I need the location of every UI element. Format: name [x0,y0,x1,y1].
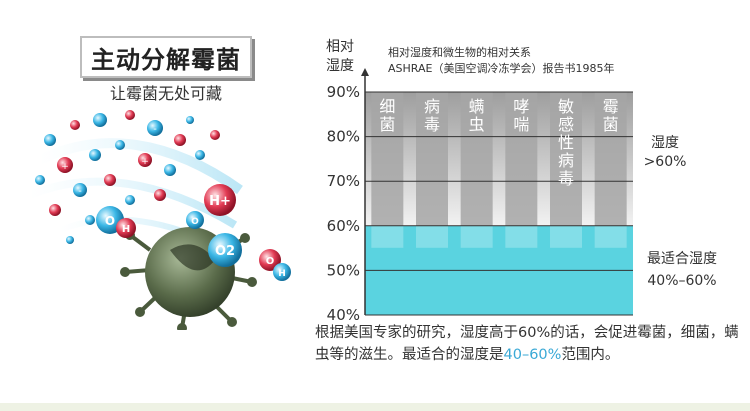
caption-highlight: 40–60% [503,347,562,363]
mold-decomposition-illustration: + + - - H+ O H [28,110,291,330]
y-axis-label: 相对 [326,39,354,55]
molecule-hydroxyl-small: O [186,211,204,229]
annotation-optimal-humidity: 最适合湿度 [647,251,717,267]
particles: + + - - [35,110,220,244]
chart-svg: 细菌病毒螨虫哮喘敏感性病毒霉菌90%80%70%60%50%40%相对湿度相对湿… [326,39,717,324]
bar-label-2: 虫 [469,115,485,134]
bar-fade-3 [505,225,538,248]
annotation-high-humidity: 湿度 [651,135,679,151]
annotation-high-humidity-value: >60% [644,154,687,170]
bar-label-1: 毒 [424,115,440,134]
caption-text: 根据美国专家的研究，湿度高于60%的话，会促进霉菌，细菌，螨虫等的滋生。最适合的… [315,325,739,363]
y-tick-label: 50% [327,261,360,279]
chart-title: 相对湿度和微生物的相对关系 [388,45,531,59]
bar-fade-4 [550,225,582,248]
bar-label-4: 病 [558,151,574,170]
footer-strip [0,403,750,411]
svg-text:H: H [278,269,286,279]
plus-symbol: + [141,157,149,167]
title-box: 主动分解霉菌 [80,36,252,78]
y-tick-label: 60% [327,217,360,235]
svg-text:H+: H+ [209,194,231,209]
y-tick-label: 80% [327,128,360,146]
y-tick-label: 90% [327,83,360,101]
bar-label-1: 病 [424,97,440,116]
bar-label-4: 毒 [558,169,574,188]
bar-label-3: 哮 [513,97,529,116]
svg-text:H: H [122,224,130,235]
bar-label-4: 性 [558,133,574,152]
bar-label-3: 喘 [513,115,529,134]
minus-symbol: - [153,124,157,135]
bar-0 [371,92,404,226]
bar-label-0: 细 [379,97,395,116]
annotation-optimal-humidity-value: 40%–60% [647,273,716,289]
molecule-hydroxyl-right: O H [259,249,291,281]
y-axis-label: 湿度 [326,58,354,74]
bar-1 [416,92,448,226]
mold-virus [120,213,257,330]
caption: 根据美国专家的研究，湿度高于60%的话，会促进霉菌，细菌，螨虫等的滋生。最适合的… [315,322,745,366]
molecule-hydroxyl: O H [96,206,136,238]
plus-symbol: + [61,162,69,172]
y-axis-arrow [361,68,369,76]
svg-text:O: O [105,214,115,228]
infographic-subtitle: 让霉菌无处可藏 [109,84,222,103]
svg-text:O: O [266,256,275,267]
high-humidity-band [365,92,633,226]
molecule-oxygen: O2 [208,233,242,267]
molecule-h-plus: H+ [204,184,236,216]
infographic-title: 主动分解霉菌 [91,45,241,74]
y-tick-label: 40% [327,306,360,324]
bar-fade-2 [460,225,493,248]
bar-5 [594,92,627,226]
bar-fade-1 [416,225,448,248]
bar-label-5: 菌 [603,115,619,134]
bar-label-4: 敏 [558,97,574,116]
bar-fade-5 [594,225,627,248]
bar-4 [550,92,582,226]
bar-label-5: 霉 [603,97,619,116]
bar-3 [505,92,538,226]
bar-label-2: 螨 [469,97,485,116]
caption-text-end: 范围内。 [561,347,620,363]
bar-fade-0 [371,225,404,248]
y-tick-label: 70% [327,172,360,190]
bar-2 [460,92,493,226]
svg-text:O: O [191,217,199,227]
chart-subtitle: ASHRAE（美国空调冷冻学会）报告书1985年 [388,61,614,75]
minus-symbol: - [78,186,82,197]
svg-text:O2: O2 [215,244,235,259]
humidity-chart: 细菌病毒螨虫哮喘敏感性病毒霉菌 90% 80% 70% 60% 50% 40% 相对 湿度 相对湿… [300,0,750,411]
bar-label-4: 感 [558,115,574,134]
bar-label-0: 菌 [379,115,395,134]
